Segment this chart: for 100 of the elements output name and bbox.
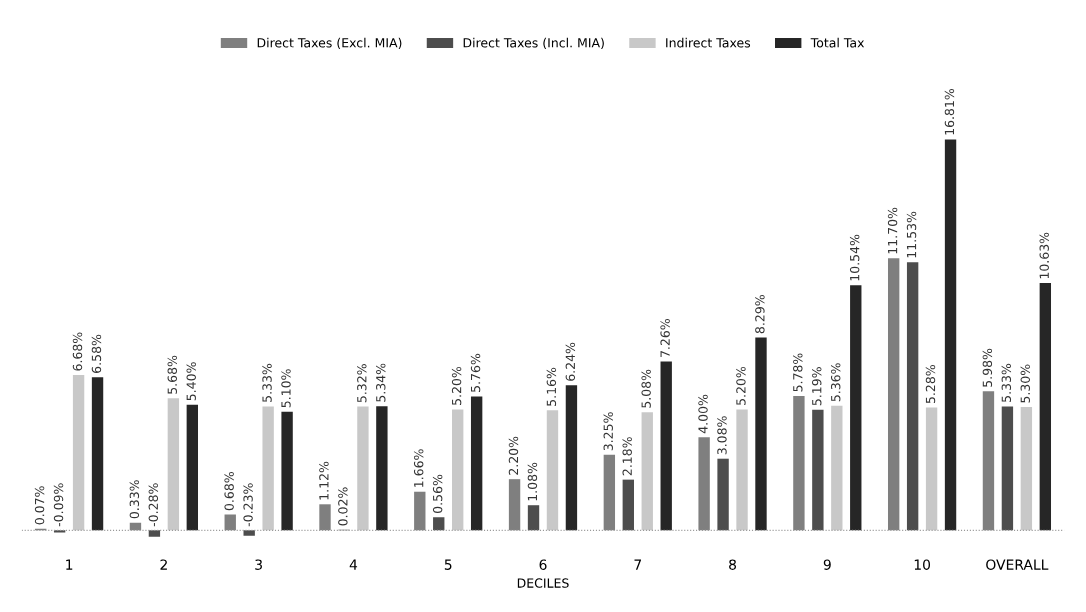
x-tick-label: 10 [914,559,931,570]
data-label: 3.08% [717,416,727,455]
legend-label: Total Tax [810,37,865,48]
x-tick-label: 6 [539,559,547,570]
bar [527,505,540,531]
bar [262,406,274,531]
data-label: 5.76% [470,353,481,392]
data-label: 0.56% [432,474,443,513]
data-label: 0.68% [224,472,234,511]
data-label: 1.12% [319,461,329,500]
bar [603,454,616,531]
bar [641,412,653,531]
bar [148,530,161,537]
bar [906,262,919,531]
bar [944,139,957,531]
bar [1039,283,1052,531]
data-label: 5.28% [925,365,936,404]
data-label: 5.30% [1020,364,1030,403]
data-label: 11.53% [906,211,917,258]
bar [982,391,995,531]
data-label: 5.98% [982,348,993,387]
bar [831,405,843,531]
data-label: 5.33% [262,363,272,402]
bar [925,407,938,531]
legend-label: Indirect Taxes [666,37,751,48]
bar [508,479,521,531]
bar [452,409,464,531]
bar [243,530,255,536]
data-label: 1.08% [527,462,538,501]
x-tick-label: 2 [160,559,167,570]
data-label: 10.63% [1039,232,1049,279]
x-tick-label: 9 [823,559,831,570]
bar [319,504,331,531]
bar [717,458,729,531]
data-label: 5.68% [167,355,177,394]
data-label: 1.66% [413,449,424,487]
bar [224,514,236,531]
bar [887,258,900,531]
data-label: 8.29% [755,295,765,334]
bar [698,437,710,531]
bar [755,337,767,531]
bar [793,395,805,531]
data-label: -0.09% [53,483,64,527]
data-label: 10.54% [849,234,860,281]
bar [850,285,862,531]
bar [565,385,578,531]
x-tick-label: 5 [444,559,452,570]
data-label: 6.58% [91,334,102,373]
data-label: 5.78% [793,353,803,392]
data-label: 4.00% [698,394,708,434]
data-label: 5.20% [451,366,462,405]
data-label: 5.34% [376,363,386,402]
bar [167,398,180,531]
data-label: 5.16% [546,367,557,406]
bar [1001,406,1014,531]
bar [1020,407,1033,531]
bar [186,404,199,531]
bar [281,411,293,531]
data-label: 0.33% [129,480,140,519]
x-tick-label: OVERALL [986,559,1049,570]
data-label: 3.25% [603,412,613,451]
x-tick-label: 7 [634,559,642,570]
data-label: 6.68% [72,332,83,371]
data-label: 5.40% [186,362,196,401]
data-label: 11.70% [887,207,898,254]
data-label: 5.19% [812,367,822,406]
x-tick-label: 1 [66,559,73,570]
bar [812,409,824,531]
data-label: -0.23% [243,483,253,527]
x-tick-label: 8 [729,559,737,570]
data-label: 7.26% [660,318,670,357]
bar [72,374,85,531]
data-label: 2.20% [508,436,519,475]
legend-label: Direct Taxes (Excl. MIA) [257,37,402,49]
bar [357,406,369,531]
bar [433,517,445,531]
data-label: 5.08% [641,369,651,408]
data-label: 2.18% [622,437,632,476]
bar [470,396,483,531]
data-label: -0.28% [148,483,159,527]
x-tick-label: 3 [255,559,262,570]
data-label: 6.24% [565,342,576,381]
data-label: 5.20% [736,366,746,405]
x-tick-label: 4 [349,559,358,570]
data-label: 0.02% [338,487,348,526]
bar [546,410,559,531]
bar [736,409,748,531]
bar [622,479,634,531]
bar [376,406,388,531]
data-label: 5.36% [830,363,841,402]
data-label: 16.81% [944,88,955,135]
bar [91,377,104,531]
data-label: 0.07% [34,486,45,525]
bar [660,361,672,531]
data-label: 5.32% [357,364,367,403]
data-label: 5.10% [281,369,291,408]
bar [414,491,426,531]
data-label: 5.33% [1001,363,1012,402]
legend-label: Direct Taxes (Incl. MIA) [463,37,604,49]
x-axis-title: DECILES [517,578,569,588]
